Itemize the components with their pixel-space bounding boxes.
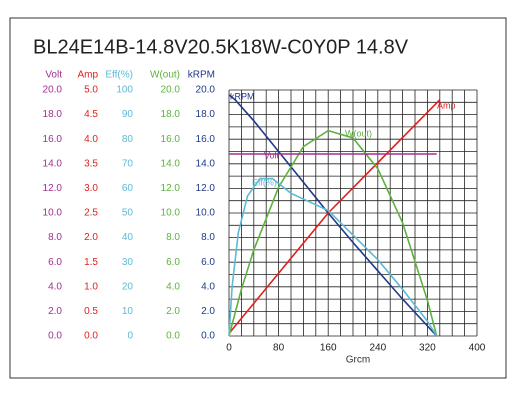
y-tick-label: 30 <box>122 257 134 268</box>
series-label: kRPM <box>230 91 255 101</box>
x-tick-label: 160 <box>320 343 337 354</box>
y-tick-label: 14.0 <box>161 158 181 169</box>
y-tick-label: 10.0 <box>43 208 63 219</box>
y-tick-label: 100 <box>116 85 133 96</box>
y-tick-label: 70 <box>122 158 134 169</box>
axis-header: Volt <box>45 70 62 81</box>
y-tick-label: 8.0 <box>201 232 215 243</box>
y-tick-label: 10.0 <box>196 208 216 219</box>
y-tick-label: 3.0 <box>84 183 98 194</box>
y-tick-label: 0 <box>127 331 133 342</box>
y-tick-label: 14.0 <box>43 158 63 169</box>
y-tick-label: 20 <box>122 281 134 292</box>
x-tick-label: 80 <box>273 343 285 354</box>
chart-title: BL24E14B-14.8V20.5K18W-C0Y0P 14.8V <box>33 36 409 58</box>
axis-header: Amp <box>77 70 98 81</box>
y-tick-label: 12.0 <box>196 183 216 194</box>
y-tick-label: 12.0 <box>43 183 63 194</box>
y-tick-label: 18.0 <box>43 109 63 120</box>
axis-header: Eff(%) <box>105 70 133 81</box>
x-tick-label: 240 <box>369 343 386 354</box>
y-tick-label: 20.0 <box>161 85 181 96</box>
x-tick-label: 320 <box>419 343 436 354</box>
y-tick-label: 1.5 <box>84 257 98 268</box>
y-tick-label: 0.5 <box>84 306 98 317</box>
y-tick-label: 4.0 <box>84 134 98 145</box>
y-tick-label: 20.0 <box>43 85 63 96</box>
y-tick-label: 1.0 <box>84 281 98 292</box>
y-tick-label: 10 <box>122 306 134 317</box>
x-tick-label: 0 <box>226 343 232 354</box>
x-tick-label: 400 <box>469 343 486 354</box>
y-tick-label: 14.0 <box>196 158 216 169</box>
x-axis-label: Grcm <box>346 355 370 366</box>
y-tick-label: 2.0 <box>201 306 215 317</box>
y-tick-label: 2.5 <box>84 208 98 219</box>
series-label: Eff(%) <box>252 177 277 187</box>
y-tick-label: 0.0 <box>201 331 215 342</box>
y-tick-label: 12.0 <box>161 183 181 194</box>
series-line <box>228 94 438 337</box>
y-tick-label: 4.0 <box>201 281 215 292</box>
y-tick-label: 5.0 <box>84 85 98 96</box>
y-tick-label: 8.0 <box>166 232 180 243</box>
y-tick-label: 2.0 <box>166 306 180 317</box>
y-tick-label: 18.0 <box>161 109 181 120</box>
y-tick-label: 6.0 <box>166 257 180 268</box>
y-tick-label: 16.0 <box>161 134 181 145</box>
series-line <box>228 129 438 337</box>
y-tick-label: 8.0 <box>48 232 62 243</box>
y-tick-label: 16.0 <box>196 134 216 145</box>
y-tick-label: 6.0 <box>201 257 215 268</box>
series-line <box>228 99 441 335</box>
series-line <box>228 177 438 337</box>
y-tick-label: 10.0 <box>161 208 181 219</box>
y-tick-label: 18.0 <box>196 109 216 120</box>
y-tick-label: 50 <box>122 208 134 219</box>
y-tick-label: 2.0 <box>48 306 62 317</box>
y-tick-label: 60 <box>122 183 134 194</box>
y-tick-label: 4.0 <box>166 281 180 292</box>
y-tick-label: 2.0 <box>84 232 98 243</box>
axis-header: kRPM <box>188 70 215 81</box>
y-tick-label: 20.0 <box>196 85 216 96</box>
y-tick-label: 90 <box>122 109 134 120</box>
y-tick-label: 4.5 <box>84 109 98 120</box>
series-label: Amp <box>437 100 456 110</box>
axis-header: W(out) <box>150 70 180 81</box>
y-tick-label: 6.0 <box>48 257 62 268</box>
y-tick-label: 4.0 <box>48 281 62 292</box>
series-label: W(out) <box>345 128 372 138</box>
y-tick-label: 0.0 <box>84 331 98 342</box>
y-tick-label: 0.0 <box>166 331 180 342</box>
y-tick-label: 80 <box>122 134 134 145</box>
frame <box>9 17 507 379</box>
y-tick-label: 3.5 <box>84 158 98 169</box>
series-label: Volt <box>264 150 280 160</box>
y-tick-label: 40 <box>122 232 134 243</box>
y-tick-label: 16.0 <box>43 134 63 145</box>
y-tick-label: 0.0 <box>48 331 62 342</box>
